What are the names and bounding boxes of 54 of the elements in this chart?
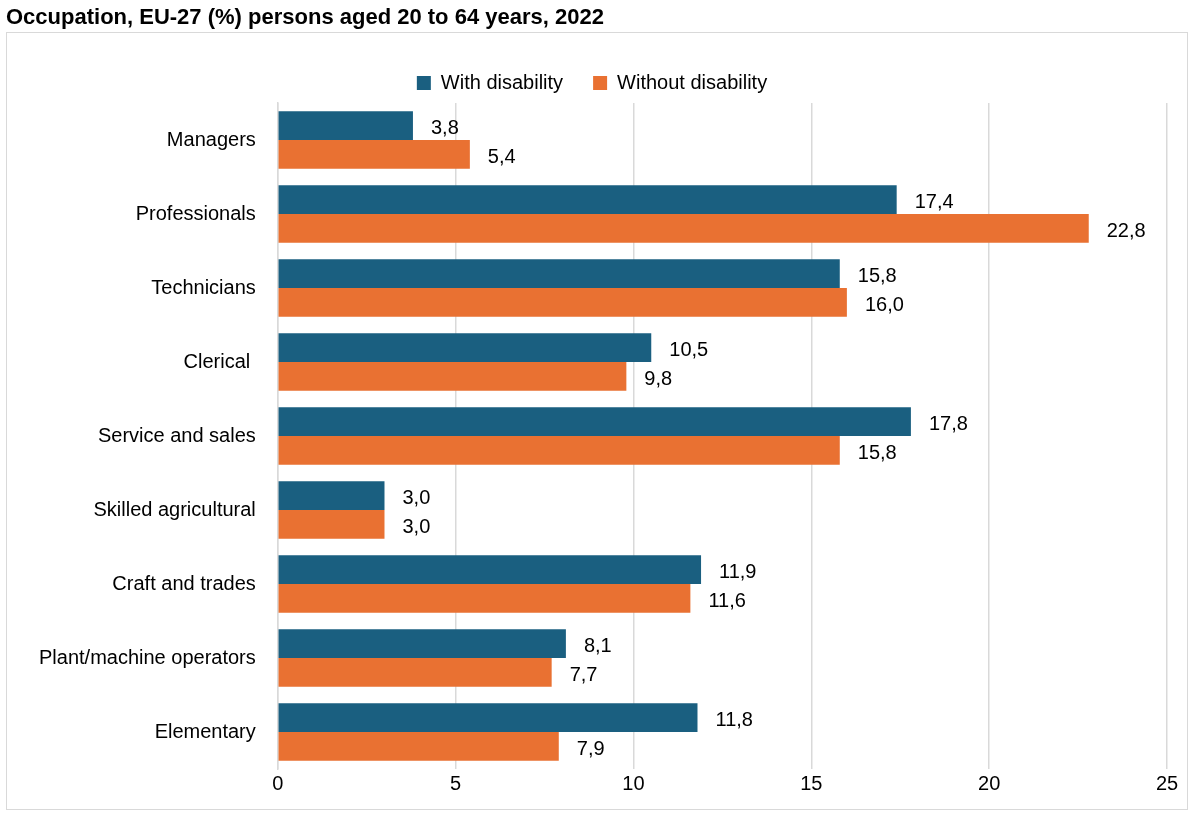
bar xyxy=(278,362,627,391)
chart-title: Occupation, EU-27 (%) persons aged 20 to 64 years, 2022 xyxy=(6,4,605,31)
data-label: 17,4 xyxy=(914,190,954,213)
y-tick-label: Professionals xyxy=(135,201,256,224)
x-tick-label: 20 xyxy=(978,771,1001,794)
bar xyxy=(278,288,847,317)
y-tick-label: Elementary xyxy=(154,719,256,742)
data-label: 11,9 xyxy=(719,560,757,583)
bar xyxy=(278,185,897,214)
data-label: 22,8 xyxy=(1106,218,1146,241)
bar xyxy=(278,333,652,362)
data-label: 11,8 xyxy=(715,708,753,731)
data-label: 11,6 xyxy=(708,588,746,611)
y-tick-label: Craft and trades xyxy=(112,571,256,594)
data-label: 7,9 xyxy=(576,736,605,759)
data-label: 3,0 xyxy=(402,486,431,509)
legend-label: With disability xyxy=(440,70,564,93)
y-tick-label: Managers xyxy=(166,127,256,150)
x-tick-label: 15 xyxy=(800,771,823,794)
data-label: 3,0 xyxy=(402,514,431,537)
bar xyxy=(278,481,385,510)
y-tick-label: Technicians xyxy=(151,275,256,298)
bar xyxy=(278,259,840,288)
data-label: 9,8 xyxy=(644,366,673,389)
bar xyxy=(278,214,1089,243)
data-label: 7,7 xyxy=(569,662,598,685)
bar xyxy=(278,584,691,613)
x-tick-label: 25 xyxy=(1155,771,1179,794)
data-label: 15,8 xyxy=(857,440,897,463)
x-tick-label: 10 xyxy=(622,771,645,794)
legend-label: Without disability xyxy=(617,70,768,93)
y-tick-label: Service and sales xyxy=(97,423,256,446)
data-label: 5,4 xyxy=(487,144,516,167)
bar xyxy=(278,510,385,539)
data-label: 3,8 xyxy=(430,116,459,139)
data-label: 17,8 xyxy=(928,412,968,435)
bar xyxy=(278,436,840,465)
bar xyxy=(278,703,698,732)
data-label: 16,0 xyxy=(864,292,904,315)
data-label: 8,1 xyxy=(583,634,612,657)
bar xyxy=(278,111,413,140)
y-tick-label: Skilled agricultural xyxy=(93,497,256,520)
data-label: 15,8 xyxy=(857,264,897,287)
bar xyxy=(278,658,552,687)
x-tick-label: 5 xyxy=(450,771,462,794)
bar xyxy=(278,555,702,584)
x-tick-label: 0 xyxy=(272,771,284,794)
y-tick-label: Plant/machine operators xyxy=(38,645,256,668)
bar xyxy=(278,407,911,436)
y-tick-label: Clerical xyxy=(183,349,256,372)
bar xyxy=(278,732,559,761)
bar xyxy=(278,629,566,658)
bar xyxy=(278,140,470,169)
data-label: 10,5 xyxy=(669,338,709,361)
